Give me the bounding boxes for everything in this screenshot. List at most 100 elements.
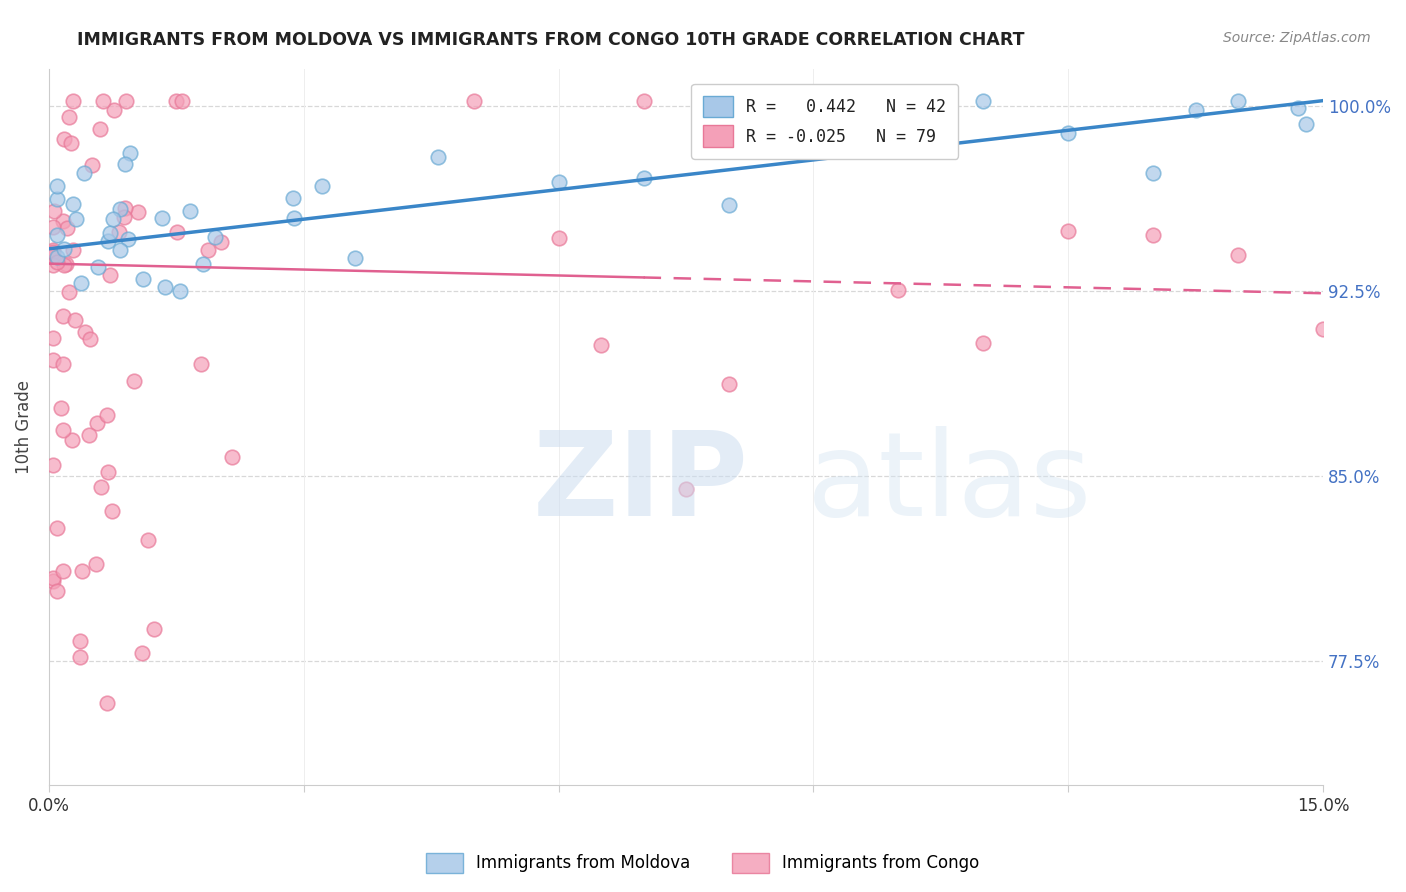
Point (108, 202, 131, 216)
Point (221, 450, 243, 464)
Point (69, 650, 91, 665)
Point (79, 332, 101, 346)
Point (62, 197, 84, 211)
Point (717, 377, 740, 392)
Point (283, 191, 305, 205)
Point (98, 226, 121, 240)
Point (45, 255, 67, 269)
Point (65, 312, 87, 326)
Point (209, 235, 232, 249)
Point (46, 584, 69, 599)
Point (143, 622, 166, 636)
Point (42, 331, 65, 345)
Point (52, 357, 75, 371)
Point (42, 243, 65, 257)
Point (127, 205, 149, 219)
Point (59, 136, 82, 151)
Point (55, 258, 77, 272)
Point (118, 145, 141, 160)
Point (42, 249, 65, 263)
Point (72, 564, 94, 578)
Point (80, 158, 103, 172)
Point (887, 283, 910, 297)
Point (108, 243, 131, 257)
Point (108, 225, 131, 239)
Point (179, 203, 201, 218)
Point (193, 256, 215, 270)
Point (79, 428, 101, 442)
Point (166, 225, 188, 239)
Point (114, 94, 136, 108)
Text: Source: ZipAtlas.com: Source: ZipAtlas.com (1223, 31, 1371, 45)
Point (170, 94, 193, 108)
Point (1142, 228, 1164, 243)
Point (427, 150, 450, 164)
Point (90, 480, 112, 494)
Point (86, 416, 108, 430)
Point (60, 433, 83, 447)
Legend: Immigrants from Moldova, Immigrants from Congo: Immigrants from Moldova, Immigrants from… (420, 847, 986, 880)
Point (343, 251, 366, 265)
Point (97, 234, 120, 248)
Point (42, 258, 65, 272)
Point (69, 277, 91, 291)
Point (72, 166, 94, 180)
Point (84, 558, 107, 572)
Point (633, 171, 655, 186)
Point (51, 401, 73, 415)
Point (117, 232, 139, 246)
Point (65, 211, 87, 226)
Point (62, 94, 84, 108)
Point (131, 271, 153, 285)
Text: IMMIGRANTS FROM MOLDOVA VS IMMIGRANTS FROM CONGO 10TH GRADE CORRELATION CHART: IMMIGRANTS FROM MOLDOVA VS IMMIGRANTS FR… (77, 31, 1025, 49)
Point (136, 533, 159, 547)
Point (1227, 248, 1250, 262)
Point (717, 198, 740, 212)
Point (887, 136, 910, 151)
Point (52, 213, 75, 227)
Point (311, 178, 333, 193)
Point (46, 250, 69, 264)
Point (124, 375, 146, 389)
Point (197, 244, 219, 258)
Point (69, 634, 91, 648)
Point (46, 521, 69, 535)
Point (114, 201, 136, 215)
Point (204, 230, 226, 244)
Point (52, 423, 75, 437)
Point (52, 242, 75, 256)
Point (547, 175, 569, 189)
Point (53, 132, 76, 146)
Point (62, 243, 84, 257)
Point (114, 157, 136, 171)
Point (1286, 101, 1309, 115)
Point (52, 564, 75, 578)
Point (153, 280, 176, 294)
Point (131, 646, 153, 660)
Point (101, 504, 124, 518)
Y-axis label: 10th Grade: 10th Grade (15, 380, 32, 474)
Point (165, 94, 187, 108)
Point (42, 353, 65, 368)
Point (97, 465, 120, 479)
Point (591, 338, 613, 352)
Legend: R =   0.442   N = 42, R = -0.025   N = 79: R = 0.442 N = 42, R = -0.025 N = 79 (692, 84, 957, 159)
Point (1142, 166, 1164, 180)
Point (283, 211, 305, 225)
Point (103, 211, 125, 226)
Point (56, 221, 79, 235)
Point (87, 260, 110, 275)
Point (42, 219, 65, 234)
Point (46, 227, 69, 242)
Point (42, 571, 65, 585)
Point (1057, 224, 1080, 238)
Point (52, 310, 75, 324)
Point (98, 268, 121, 282)
Point (42, 574, 65, 589)
Point (42, 458, 65, 472)
Point (46, 179, 69, 194)
Point (52, 258, 75, 272)
Point (759, 94, 782, 108)
Point (96, 408, 118, 422)
Point (150, 211, 173, 226)
